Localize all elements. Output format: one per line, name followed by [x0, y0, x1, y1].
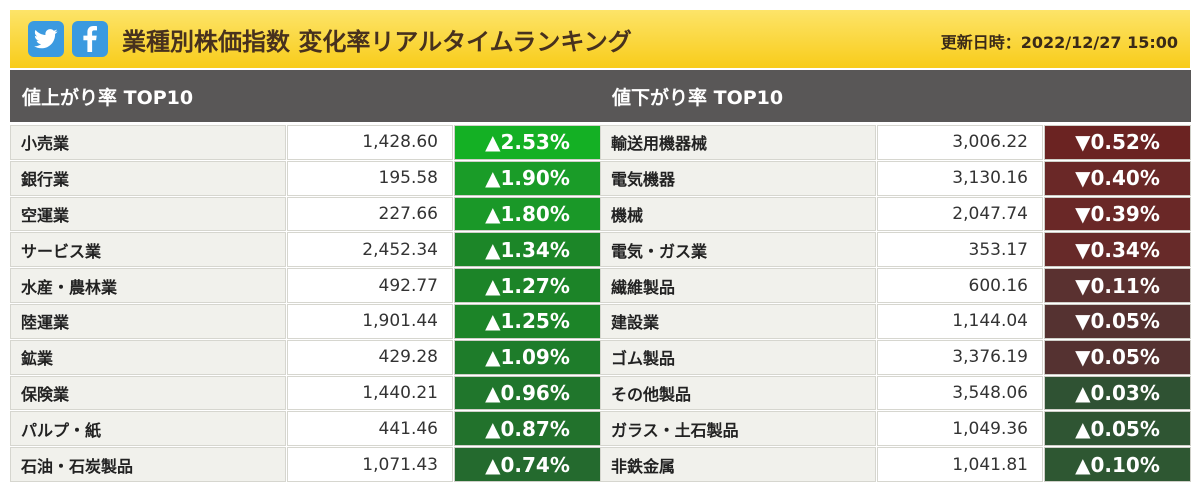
change-rate-badge: ▼0.05%: [1044, 339, 1191, 375]
page-title: 業種別株価指数 変化率リアルタイムランキング: [122, 27, 632, 56]
table-row: 輸送用機器械 3,006.22 ▼0.52%: [600, 125, 1191, 160]
sector-name: 繊維製品: [600, 268, 876, 303]
updated-timestamp: 更新日時：2022/12/27 15:00: [941, 29, 1178, 53]
index-value: 3,548.06: [877, 375, 1043, 411]
change-rate-badge: ▼0.34%: [1044, 232, 1191, 268]
sector-name: 小売業: [10, 125, 286, 160]
index-value: 3,376.19: [877, 339, 1043, 375]
sector-name: 電気・ガス業: [600, 232, 876, 268]
sector-name: 保険業: [10, 375, 286, 411]
change-rate-badge: ▼0.52%: [1044, 125, 1191, 160]
table-row: パルプ・紙 441.46 ▲0.87%: [10, 411, 601, 447]
updated-value: 2022/12/27 15:00: [1020, 33, 1178, 52]
index-value: 3,006.22: [877, 125, 1043, 160]
sector-name: ゴム製品: [600, 339, 876, 375]
table-row: 電気・ガス業 353.17 ▼0.34%: [600, 232, 1191, 268]
table-row: ガラス・土石製品 1,049.36 ▲0.05%: [600, 411, 1191, 447]
table-row: 建設業 1,144.04 ▼0.05%: [600, 303, 1191, 339]
index-value: 2,452.34: [287, 232, 453, 268]
sector-name: 石油・石炭製品: [10, 447, 286, 482]
sector-name: パルプ・紙: [10, 411, 286, 447]
page-header: 業種別株価指数 変化率リアルタイムランキング 更新日時：2022/12/27 1…: [10, 10, 1190, 68]
index-value: 2,047.74: [877, 196, 1043, 232]
table-row: 非鉄金属 1,041.81 ▲0.10%: [600, 447, 1191, 482]
sector-name: その他製品: [600, 375, 876, 411]
index-value: 227.66: [287, 196, 453, 232]
table-row: 空運業 227.66 ▲1.80%: [10, 196, 601, 232]
twitter-icon: [34, 29, 58, 49]
index-value: 195.58: [287, 160, 453, 196]
change-rate-badge: ▲1.25%: [454, 303, 601, 339]
losers-panel-title: 値下がり率 TOP10: [600, 70, 1191, 122]
table-row: 繊維製品 600.16 ▼0.11%: [600, 268, 1191, 303]
change-rate-badge: ▲0.10%: [1044, 447, 1191, 482]
table-row: サービス業 2,452.34 ▲1.34%: [10, 232, 601, 268]
losers-table: 輸送用機器械 3,006.22 ▼0.52% 電気機器 3,130.16 ▼0.40% 機械…: [600, 125, 1191, 482]
index-value: 1,901.44: [287, 303, 453, 339]
table-row: 鉱業 429.28 ▲1.09%: [10, 339, 601, 375]
change-rate-badge: ▲1.09%: [454, 339, 601, 375]
sector-name: ガラス・土石製品: [600, 411, 876, 447]
change-rate-badge: ▲0.03%: [1044, 375, 1191, 411]
index-value: 441.46: [287, 411, 453, 447]
index-value: 1,428.60: [287, 125, 453, 160]
table-row: ゴム製品 3,376.19 ▼0.05%: [600, 339, 1191, 375]
sector-name: 鉱業: [10, 339, 286, 375]
change-rate-badge: ▲1.90%: [454, 160, 601, 196]
table-row: 小売業 1,428.60 ▲2.53%: [10, 125, 601, 160]
gainers-panel-title: 値上がり率 TOP10: [10, 70, 601, 122]
table-row: 機械 2,047.74 ▼0.39%: [600, 196, 1191, 232]
table-row: 石油・石炭製品 1,071.43 ▲0.74%: [10, 447, 601, 482]
change-rate-badge: ▲0.05%: [1044, 411, 1191, 447]
sector-name: 水産・農林業: [10, 268, 286, 303]
sector-name: 電気機器: [600, 160, 876, 196]
index-value: 1,144.04: [877, 303, 1043, 339]
gainers-panel: 値上がり率 TOP10 小売業 1,428.60 ▲2.53% 銀行業 195.58 ▲1…: [10, 70, 601, 482]
twitter-share-button[interactable]: [28, 21, 64, 57]
sector-name: 輸送用機器械: [600, 125, 876, 160]
sector-name: 建設業: [600, 303, 876, 339]
change-rate-badge: ▼0.39%: [1044, 196, 1191, 232]
change-rate-badge: ▼0.40%: [1044, 160, 1191, 196]
index-value: 1,440.21: [287, 375, 453, 411]
change-rate-badge: ▼0.11%: [1044, 268, 1191, 303]
index-value: 1,071.43: [287, 447, 453, 482]
sector-name: 空運業: [10, 196, 286, 232]
facebook-share-button[interactable]: [72, 21, 108, 57]
table-row: 陸運業 1,901.44 ▲1.25%: [10, 303, 601, 339]
table-row: 保険業 1,440.21 ▲0.96%: [10, 375, 601, 411]
sector-name: 非鉄金属: [600, 447, 876, 482]
losers-panel: 値下がり率 TOP10 輸送用機器械 3,006.22 ▼0.52% 電気機器 3,13…: [600, 70, 1191, 482]
table-row: 電気機器 3,130.16 ▼0.40%: [600, 160, 1191, 196]
updated-label: 更新日時：: [940, 33, 1021, 52]
table-row: その他製品 3,548.06 ▲0.03%: [600, 375, 1191, 411]
change-rate-badge: ▲1.80%: [454, 196, 601, 232]
sector-name: 銀行業: [10, 160, 286, 196]
sector-name: サービス業: [10, 232, 286, 268]
gainers-table: 小売業 1,428.60 ▲2.53% 銀行業 195.58 ▲1.90% 空運業 227.6…: [10, 125, 601, 482]
change-rate-badge: ▲2.53%: [454, 125, 601, 160]
change-rate-badge: ▲1.34%: [454, 232, 601, 268]
index-value: 429.28: [287, 339, 453, 375]
index-value: 3,130.16: [877, 160, 1043, 196]
facebook-icon: [83, 26, 97, 52]
index-value: 353.17: [877, 232, 1043, 268]
index-value: 1,041.81: [877, 447, 1043, 482]
index-value: 1,049.36: [877, 411, 1043, 447]
index-value: 492.77: [287, 268, 453, 303]
index-value: 600.16: [877, 268, 1043, 303]
sector-name: 機械: [600, 196, 876, 232]
change-rate-badge: ▲0.87%: [454, 411, 601, 447]
table-row: 水産・農林業 492.77 ▲1.27%: [10, 268, 601, 303]
change-rate-badge: ▲1.27%: [454, 268, 601, 303]
change-rate-badge: ▲0.74%: [454, 447, 601, 482]
sector-name: 陸運業: [10, 303, 286, 339]
change-rate-badge: ▼0.05%: [1044, 303, 1191, 339]
change-rate-badge: ▲0.96%: [454, 375, 601, 411]
table-row: 銀行業 195.58 ▲1.90%: [10, 160, 601, 196]
